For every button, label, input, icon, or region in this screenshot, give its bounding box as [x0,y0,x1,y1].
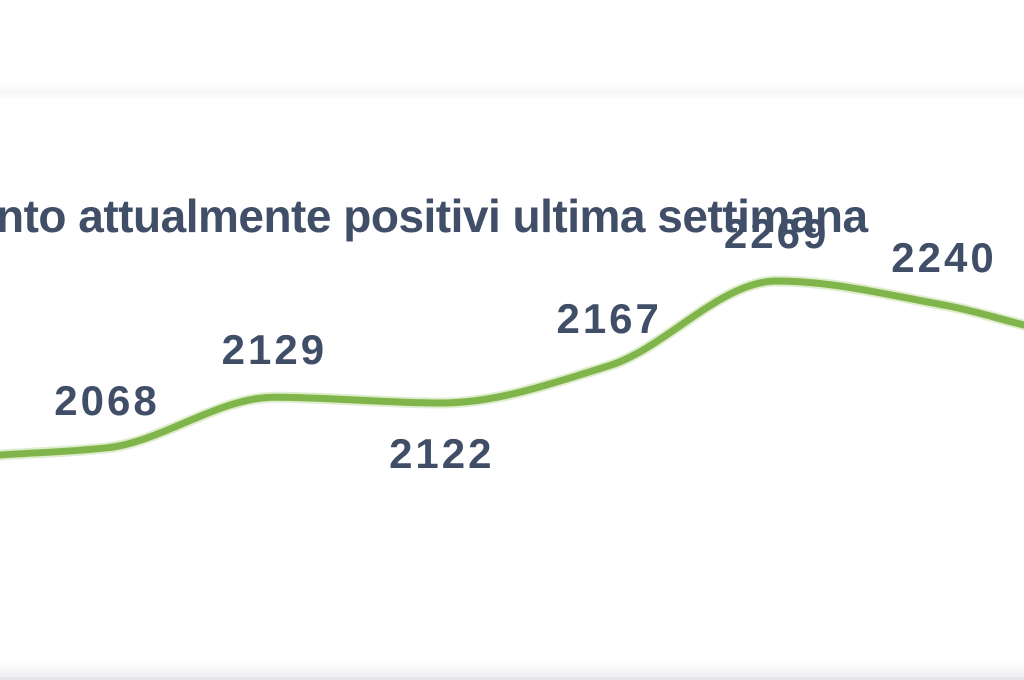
point-label-3: 2122 [389,430,495,477]
top-divider [0,84,1024,100]
bottom-divider [0,677,1024,680]
trend-line-glow [0,275,1024,461]
point-label-4: 2167 [556,294,662,342]
bottom-fade [0,661,1024,677]
chart-title: nto attualmente positivi ultima settiman… [0,189,868,242]
point-label-2: 2129 [221,326,328,374]
point-label-1: 2068 [54,376,160,424]
point-label-5: 2269 [723,210,830,257]
point-label-6: 2240 [891,234,997,282]
trend-line [0,277,1024,459]
